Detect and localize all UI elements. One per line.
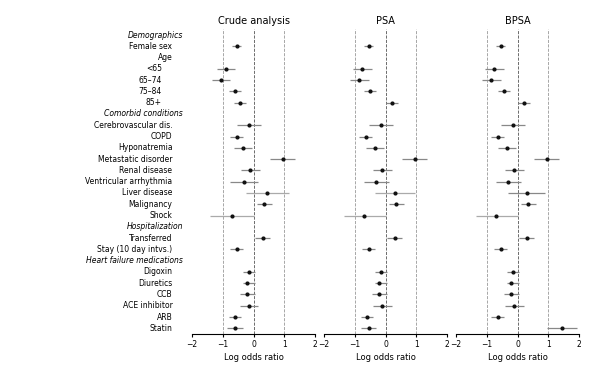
Text: Ventricular arrhythmia: Ventricular arrhythmia [85,177,172,186]
Text: Renal disease: Renal disease [119,166,172,175]
Text: Hospitalization: Hospitalization [127,222,183,231]
Text: CCB: CCB [157,290,172,299]
Text: ACE inhibitor: ACE inhibitor [122,301,172,310]
Text: Digoxin: Digoxin [143,268,172,276]
Title: BPSA: BPSA [505,16,530,26]
Text: Liver disease: Liver disease [122,188,172,197]
Text: 65–74: 65–74 [139,76,162,85]
X-axis label: Log odds ratio: Log odds ratio [224,353,283,362]
Text: Stay (10 day intvs.): Stay (10 day intvs.) [97,245,172,254]
Text: Statin: Statin [149,324,172,333]
Title: Crude analysis: Crude analysis [218,16,290,26]
Text: 75–84: 75–84 [139,87,162,96]
Text: COPD: COPD [151,132,172,141]
Text: Transferred: Transferred [129,233,172,243]
Text: Demographics: Demographics [128,30,183,40]
Text: Female sex: Female sex [130,42,172,51]
Title: PSA: PSA [376,16,395,26]
Text: ARB: ARB [157,313,172,321]
Text: 85+: 85+ [146,98,162,107]
X-axis label: Log odds ratio: Log odds ratio [356,353,415,362]
Text: Age: Age [158,53,172,62]
Text: Hyponatremia: Hyponatremia [118,143,172,152]
Text: Comorbid conditions: Comorbid conditions [104,109,183,119]
Text: Shock: Shock [149,211,172,220]
Text: Metastatic disorder: Metastatic disorder [98,155,172,164]
Text: <65: <65 [146,64,162,73]
Text: Diuretics: Diuretics [138,279,172,288]
Text: Heart failure medications: Heart failure medications [86,256,183,265]
X-axis label: Log odds ratio: Log odds ratio [488,353,547,362]
Text: Cerebrovascular dis.: Cerebrovascular dis. [94,121,172,130]
Text: Malignancy: Malignancy [128,200,172,209]
